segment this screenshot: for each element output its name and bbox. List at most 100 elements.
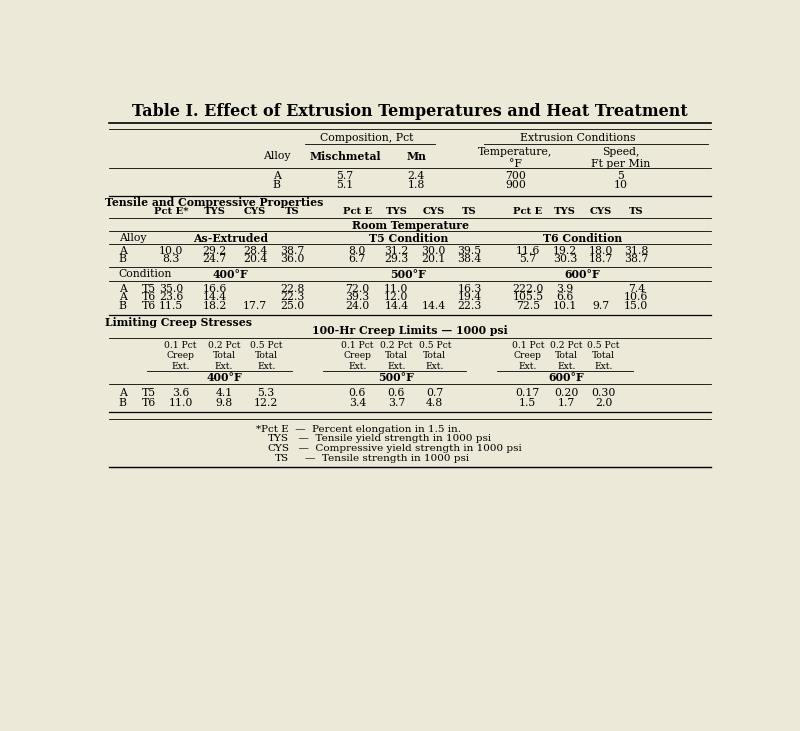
Text: A: A bbox=[118, 292, 126, 302]
Text: 6.6: 6.6 bbox=[556, 292, 574, 302]
Text: 10.6: 10.6 bbox=[624, 292, 649, 302]
Text: T5: T5 bbox=[142, 284, 156, 294]
Text: 0.30: 0.30 bbox=[591, 388, 616, 398]
Text: 20.4: 20.4 bbox=[243, 254, 267, 265]
Text: 11.0: 11.0 bbox=[169, 398, 193, 408]
Text: 28.4: 28.4 bbox=[243, 246, 267, 256]
Text: 0.5 Pct
Total
Ext.: 0.5 Pct Total Ext. bbox=[250, 341, 282, 371]
Text: 25.0: 25.0 bbox=[280, 300, 304, 311]
Text: 0.6: 0.6 bbox=[349, 388, 366, 398]
Text: 15.0: 15.0 bbox=[624, 300, 649, 311]
Text: 7.4: 7.4 bbox=[628, 284, 645, 294]
Text: 16.6: 16.6 bbox=[202, 284, 227, 294]
Text: TS: TS bbox=[629, 207, 644, 216]
Text: 31.8: 31.8 bbox=[624, 246, 649, 256]
Text: As-Extruded: As-Extruded bbox=[193, 232, 268, 243]
Text: 16.3: 16.3 bbox=[458, 284, 482, 294]
Text: 2.4: 2.4 bbox=[407, 171, 425, 181]
Text: Table I. Effect of Extrusion Temperatures and Heat Treatment: Table I. Effect of Extrusion Temperature… bbox=[132, 103, 688, 120]
Text: 38.7: 38.7 bbox=[624, 254, 649, 265]
Text: 18.7: 18.7 bbox=[589, 254, 613, 265]
Text: 11.5: 11.5 bbox=[159, 300, 183, 311]
Text: T6: T6 bbox=[142, 398, 157, 408]
Text: —  Tensile strength in 1000 psi: — Tensile strength in 1000 psi bbox=[292, 454, 470, 463]
Text: Tensile and Compressive Properties: Tensile and Compressive Properties bbox=[105, 197, 323, 208]
Text: 22.3: 22.3 bbox=[280, 292, 304, 302]
Text: 222.0: 222.0 bbox=[512, 284, 543, 294]
Text: 22.8: 22.8 bbox=[280, 284, 304, 294]
Text: 12.0: 12.0 bbox=[384, 292, 409, 302]
Text: Room Temperature: Room Temperature bbox=[351, 219, 469, 230]
Text: B: B bbox=[118, 398, 126, 408]
Text: Temperature,
°F: Temperature, °F bbox=[478, 147, 553, 169]
Text: 9.7: 9.7 bbox=[592, 300, 610, 311]
Text: 38.4: 38.4 bbox=[458, 254, 482, 265]
Text: 24.0: 24.0 bbox=[345, 300, 370, 311]
Text: —  Tensile yield strength in 1000 psi: — Tensile yield strength in 1000 psi bbox=[292, 434, 491, 444]
Text: 900: 900 bbox=[505, 180, 526, 190]
Text: 39.5: 39.5 bbox=[458, 246, 482, 256]
Text: 0.1 Pct
Creep
Ext.: 0.1 Pct Creep Ext. bbox=[511, 341, 544, 371]
Text: 600°F: 600°F bbox=[548, 372, 584, 383]
Text: 400°F: 400°F bbox=[206, 372, 242, 383]
Text: 30.3: 30.3 bbox=[553, 254, 577, 265]
Text: 72.0: 72.0 bbox=[345, 284, 370, 294]
Text: Mischmetal: Mischmetal bbox=[309, 151, 381, 162]
Text: CYS: CYS bbox=[422, 207, 445, 216]
Text: 3.4: 3.4 bbox=[349, 398, 366, 408]
Text: TYS: TYS bbox=[554, 207, 576, 216]
Text: 19.4: 19.4 bbox=[458, 292, 482, 302]
Text: 72.5: 72.5 bbox=[516, 300, 540, 311]
Text: TYS: TYS bbox=[268, 434, 289, 444]
Text: T6: T6 bbox=[142, 292, 157, 302]
Text: 0.7: 0.7 bbox=[426, 388, 443, 398]
Text: 24.7: 24.7 bbox=[202, 254, 226, 265]
Text: 18.2: 18.2 bbox=[202, 300, 227, 311]
Text: B: B bbox=[273, 180, 281, 190]
Text: 6.7: 6.7 bbox=[349, 254, 366, 265]
Text: 500°F: 500°F bbox=[378, 372, 414, 383]
Text: 400°F: 400°F bbox=[212, 268, 248, 279]
Text: 600°F: 600°F bbox=[565, 268, 600, 279]
Text: 11.0: 11.0 bbox=[384, 284, 409, 294]
Text: 0.5 Pct
Total
Ext.: 0.5 Pct Total Ext. bbox=[587, 341, 620, 371]
Text: B: B bbox=[118, 254, 126, 265]
Text: 105.5: 105.5 bbox=[512, 292, 543, 302]
Text: CYS: CYS bbox=[590, 207, 612, 216]
Text: 17.7: 17.7 bbox=[243, 300, 267, 311]
Text: 1.5: 1.5 bbox=[519, 398, 537, 408]
Text: 0.17: 0.17 bbox=[516, 388, 540, 398]
Text: 0.1 Pct
Creep
Ext.: 0.1 Pct Creep Ext. bbox=[341, 341, 374, 371]
Text: 10.1: 10.1 bbox=[553, 300, 577, 311]
Text: A: A bbox=[118, 246, 126, 256]
Text: 20.1: 20.1 bbox=[422, 254, 446, 265]
Text: A: A bbox=[118, 388, 126, 398]
Text: 8.3: 8.3 bbox=[162, 254, 180, 265]
Text: 700: 700 bbox=[505, 171, 526, 181]
Text: 12.2: 12.2 bbox=[254, 398, 278, 408]
Text: 0.2 Pct
Total
Ext.: 0.2 Pct Total Ext. bbox=[208, 341, 240, 371]
Text: 19.2: 19.2 bbox=[553, 246, 577, 256]
Text: 29.2: 29.2 bbox=[202, 246, 227, 256]
Text: 11.6: 11.6 bbox=[516, 246, 540, 256]
Text: 10: 10 bbox=[614, 180, 628, 190]
Text: 14.4: 14.4 bbox=[384, 300, 409, 311]
Text: TS: TS bbox=[275, 454, 289, 463]
Text: 9.8: 9.8 bbox=[215, 398, 233, 408]
Text: Limiting Creep Stresses: Limiting Creep Stresses bbox=[105, 317, 252, 328]
Text: —  Percent elongation in 1.5 in.: — Percent elongation in 1.5 in. bbox=[292, 425, 461, 434]
Text: T5 Condition: T5 Condition bbox=[369, 232, 448, 243]
Text: 35.0: 35.0 bbox=[159, 284, 183, 294]
Text: 500°F: 500°F bbox=[390, 268, 426, 279]
Text: 2.0: 2.0 bbox=[594, 398, 612, 408]
Text: 5.7: 5.7 bbox=[519, 254, 536, 265]
Text: 8.0: 8.0 bbox=[349, 246, 366, 256]
Text: —  Compressive yield strength in 1000 psi: — Compressive yield strength in 1000 psi bbox=[292, 444, 522, 453]
Text: *Pct E: *Pct E bbox=[256, 425, 289, 434]
Text: B: B bbox=[118, 300, 126, 311]
Text: Composition, Pct: Composition, Pct bbox=[320, 133, 414, 143]
Text: 39.3: 39.3 bbox=[345, 292, 370, 302]
Text: Speed,
Ft per Min: Speed, Ft per Min bbox=[591, 147, 650, 169]
Text: 5.1: 5.1 bbox=[336, 180, 354, 190]
Text: T6 Condition: T6 Condition bbox=[542, 232, 622, 243]
